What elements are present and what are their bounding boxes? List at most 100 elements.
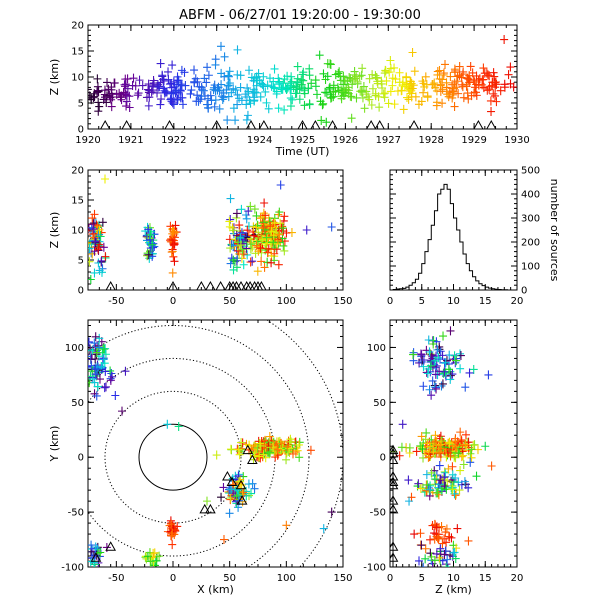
ground-station-marker (205, 503, 216, 514)
data-point (443, 555, 452, 565)
data-point (145, 92, 154, 102)
data-point (160, 86, 169, 96)
ground-station-marker (196, 280, 207, 290)
data-point (433, 533, 442, 543)
data-point (407, 92, 416, 102)
data-point (168, 245, 177, 255)
data-point (282, 228, 291, 238)
y-tick-label: 50 (373, 398, 386, 409)
data-point (335, 67, 344, 77)
data-point (451, 473, 460, 483)
data-point (398, 419, 407, 429)
data-point (504, 70, 513, 80)
data-point (146, 556, 155, 566)
data-point (418, 444, 427, 454)
data-point (419, 88, 428, 98)
data-point (255, 439, 264, 449)
data-point (490, 72, 499, 82)
data-point (88, 248, 96, 258)
data-point (125, 91, 134, 101)
data-point (350, 70, 359, 80)
data-point (180, 67, 189, 77)
data-point (293, 62, 302, 72)
data-point (259, 72, 268, 82)
data-point (294, 440, 303, 450)
ground-station-marker (258, 119, 269, 129)
data-point (102, 97, 111, 107)
data-point (246, 201, 255, 211)
data-point (148, 251, 157, 261)
data-point (360, 103, 369, 113)
data-point (464, 536, 473, 546)
x-tick-label: 0 (170, 296, 176, 307)
data-point (386, 86, 395, 96)
data-point (190, 77, 199, 87)
data-point (442, 356, 451, 366)
data-point (464, 94, 473, 104)
x-tick-label: 50 (223, 296, 236, 307)
data-point (331, 86, 340, 96)
data-point (385, 67, 394, 77)
data-point (319, 99, 328, 109)
x-height-points (88, 174, 336, 290)
data-point (347, 113, 356, 123)
data-point (428, 376, 437, 386)
data-point (438, 98, 447, 108)
data-point (450, 102, 459, 112)
ground-station-marker (327, 119, 338, 129)
data-point (317, 115, 326, 125)
data-point (485, 71, 494, 81)
data-point (169, 240, 178, 250)
data-point (79, 358, 87, 367)
data-point (445, 532, 454, 542)
data-point (256, 92, 265, 102)
data-point (289, 83, 298, 93)
data-point (248, 256, 257, 266)
data-point (100, 358, 109, 368)
data-point (245, 65, 254, 75)
data-point (427, 468, 436, 478)
y-tick-label: 0 (78, 453, 84, 464)
data-point (288, 95, 297, 105)
ground-station-marker (164, 119, 175, 129)
data-point (277, 438, 286, 448)
data-point (327, 222, 336, 232)
data-point (90, 209, 99, 219)
data-point (334, 85, 343, 95)
x-tick-label: 1926 (333, 135, 358, 146)
data-point (171, 86, 180, 96)
ground-station-marker (374, 119, 385, 129)
data-point (90, 232, 99, 242)
data-point (390, 99, 399, 109)
data-point (203, 496, 211, 506)
data-point (279, 241, 288, 251)
data-point (190, 65, 199, 75)
data-point (169, 252, 178, 262)
x-tick-label: -50 (108, 296, 124, 307)
data-point (107, 95, 116, 105)
data-point (410, 66, 419, 76)
data-point (239, 249, 248, 259)
data-point (212, 450, 221, 460)
data-point (225, 508, 234, 518)
data-point (258, 218, 267, 228)
data-point (272, 89, 281, 99)
ground-station-marker (105, 541, 117, 551)
data-point (88, 548, 90, 550)
data-point (322, 88, 331, 98)
data-point (352, 93, 361, 103)
data-point (448, 462, 457, 472)
data-point (242, 99, 251, 109)
data-point (101, 382, 110, 392)
data-point (249, 85, 258, 95)
data-point (393, 86, 402, 96)
data-point (225, 78, 234, 88)
data-point (88, 378, 89, 380)
data-point (302, 225, 311, 235)
ground-station-marker (121, 119, 132, 129)
data-point (168, 540, 177, 550)
data-point (227, 253, 236, 263)
data-point (264, 244, 273, 254)
ground-station-marker (245, 119, 257, 129)
